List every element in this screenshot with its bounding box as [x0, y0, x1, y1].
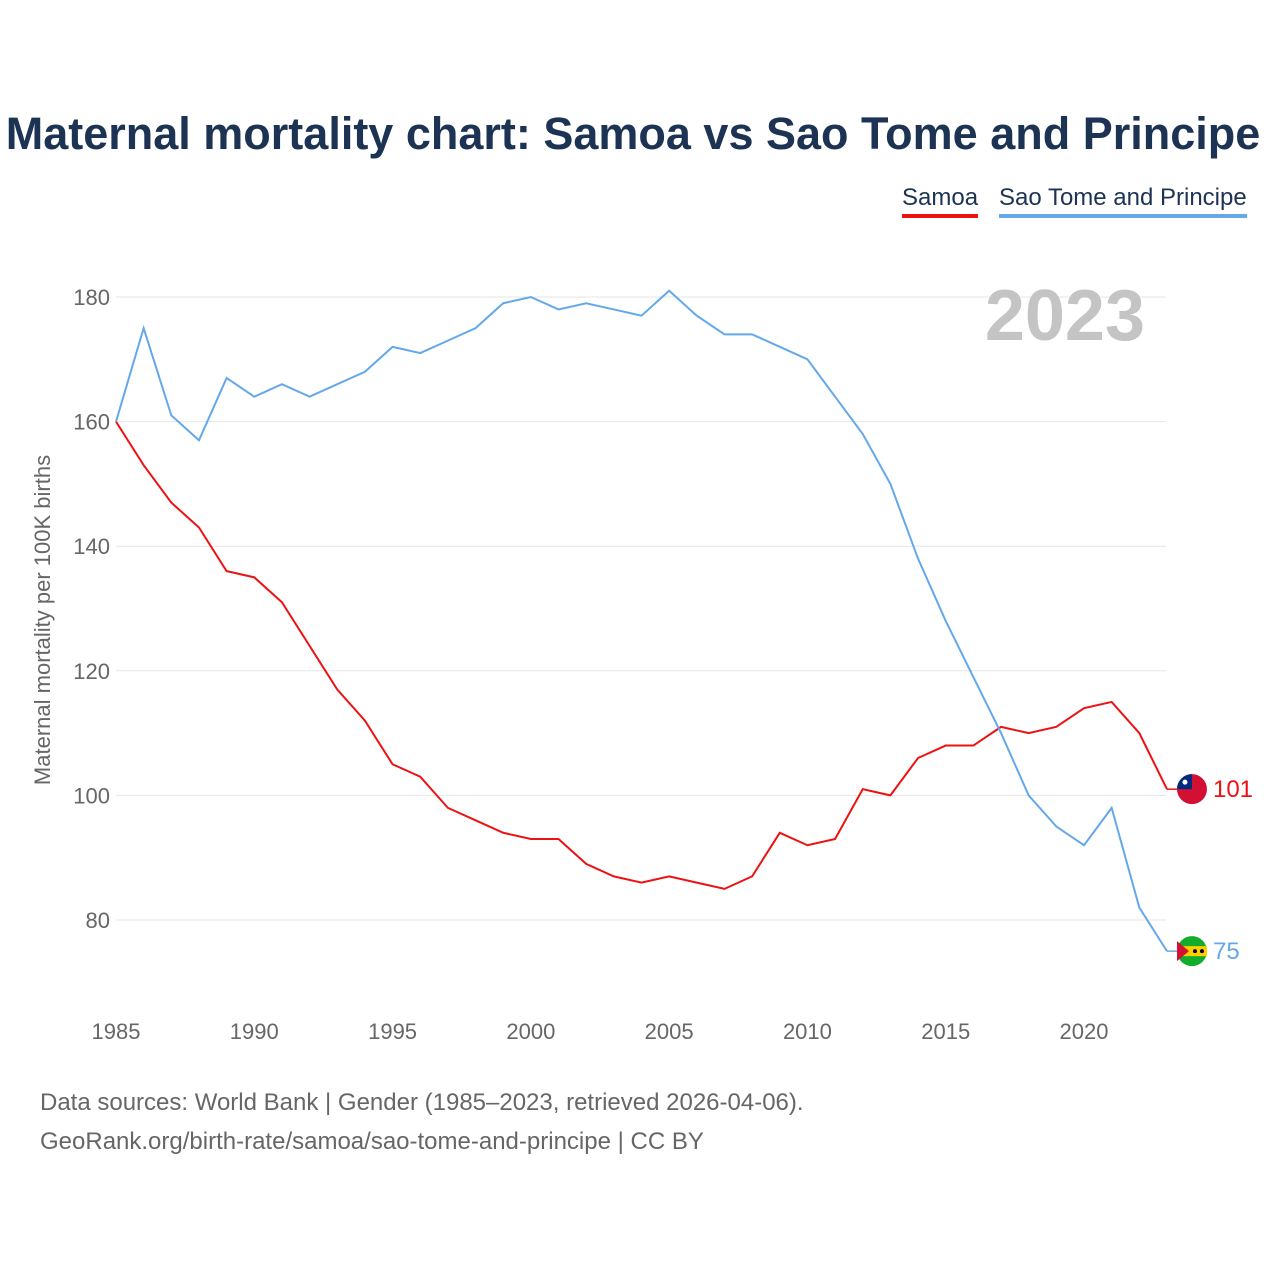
series-line-sao-tome	[115, 289, 1168, 952]
year-label: 2023	[985, 276, 1145, 356]
x-tick-label: 2015	[921, 1019, 970, 1044]
end-value-label: 75	[1213, 938, 1240, 965]
legend-sao-tome[interactable]: Sao Tome and Principe	[999, 184, 1247, 218]
x-tick-label: 1985	[92, 1019, 141, 1044]
source-line-1: Data sources: World Bank | Gender (1985–…	[40, 1089, 804, 1116]
legend-samoa[interactable]: Samoa	[902, 184, 979, 218]
x-tick-label: 1990	[230, 1019, 279, 1044]
samoa-flag-icon	[1176, 774, 1207, 805]
source-line-2[interactable]: GeoRank.org/birth-rate/samoa/sao-tome-an…	[40, 1128, 704, 1155]
x-tick-label: 1995	[368, 1019, 417, 1044]
series-line-samoa	[115, 421, 1168, 890]
y-tick-label: 80	[86, 908, 110, 933]
x-tick-label: 2010	[783, 1019, 832, 1044]
y-tick-label: 140	[73, 534, 110, 559]
x-tick-label: 2020	[1060, 1019, 1109, 1044]
x-tick-label: 2005	[645, 1019, 694, 1044]
chart-title: Maternal mortality chart: Samoa vs Sao T…	[5, 108, 1261, 159]
x-tick-label: 2000	[506, 1019, 555, 1044]
y-tick-label: 100	[73, 783, 110, 808]
end-value-label: 101	[1213, 776, 1253, 803]
y-tick-label: 180	[73, 285, 110, 310]
y-tick-label: 160	[73, 410, 110, 435]
y-axis-label: Maternal mortality per 100K births	[30, 455, 55, 785]
sao-tome-flag-icon	[1176, 936, 1207, 967]
y-tick-label: 120	[73, 659, 110, 684]
